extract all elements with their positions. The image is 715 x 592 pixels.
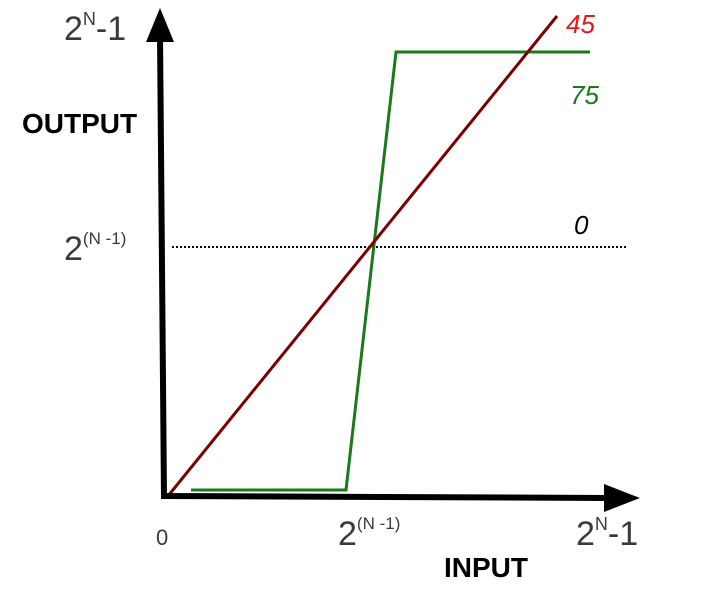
x-axis-title: INPUT [444,552,528,583]
y-axis-line [157,34,167,499]
y-axis-arrowhead [146,8,174,42]
curve-75-label: 75 [570,80,599,110]
x-axis-zero-label: 0 [156,525,168,550]
y-axis-mid-label: 2(N -1) [64,229,126,268]
x-axis-max-label: 2N-1 [576,514,638,553]
y-axis-max-label: 2N-1 [64,9,126,48]
x-axis-line [160,493,609,501]
x-axis-arrowhead [604,484,640,512]
curve-0-label: 0 [574,210,589,240]
curve-75-line [191,50,590,492]
x-axis-mid-label: 2(N -1) [338,514,400,553]
curve-45-line [166,15,559,497]
y-axis-title: OUTPUT [22,108,137,139]
curve-45-label: 45 [566,9,595,39]
